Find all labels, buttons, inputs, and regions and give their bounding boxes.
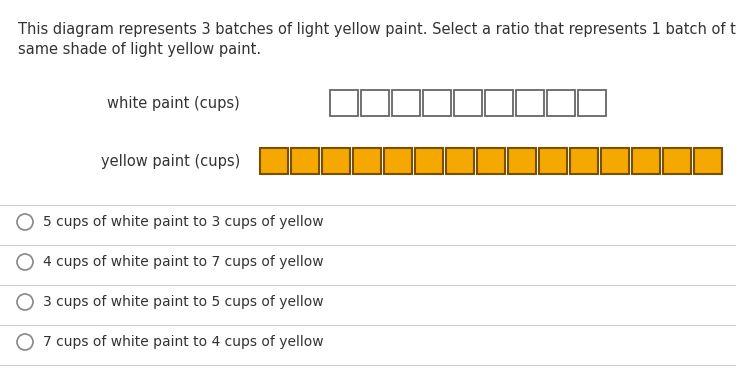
Bar [446, 148, 474, 174]
Text: This diagram represents 3 batches of light yellow paint. Select a ratio that rep: This diagram represents 3 batches of lig… [18, 22, 736, 37]
Bar [291, 148, 319, 174]
Bar [632, 148, 660, 174]
Bar [477, 148, 505, 174]
Bar [508, 148, 536, 174]
Text: 4 cups of white paint to 7 cups of yellow: 4 cups of white paint to 7 cups of yello… [43, 255, 324, 269]
Text: 3 cups of white paint to 5 cups of yellow: 3 cups of white paint to 5 cups of yello… [43, 295, 324, 309]
Text: same shade of light yellow paint.: same shade of light yellow paint. [18, 42, 261, 57]
Bar [516, 90, 544, 116]
Bar [361, 90, 389, 116]
Bar [663, 148, 691, 174]
Bar [601, 148, 629, 174]
Text: white paint (cups): white paint (cups) [107, 96, 240, 111]
Text: 5 cups of white paint to 3 cups of yellow: 5 cups of white paint to 3 cups of yello… [43, 215, 324, 229]
Bar [322, 148, 350, 174]
Bar [539, 148, 567, 174]
Bar [570, 148, 598, 174]
Bar [384, 148, 412, 174]
Bar [392, 90, 420, 116]
Bar [578, 90, 606, 116]
Bar [485, 90, 513, 116]
Bar [330, 90, 358, 116]
Bar [353, 148, 381, 174]
Bar [423, 90, 451, 116]
Bar [260, 148, 288, 174]
Bar [547, 90, 575, 116]
Text: 7 cups of white paint to 4 cups of yellow: 7 cups of white paint to 4 cups of yello… [43, 335, 324, 349]
Bar [694, 148, 722, 174]
Bar [415, 148, 443, 174]
Bar [454, 90, 482, 116]
Text: yellow paint (cups): yellow paint (cups) [101, 154, 240, 169]
